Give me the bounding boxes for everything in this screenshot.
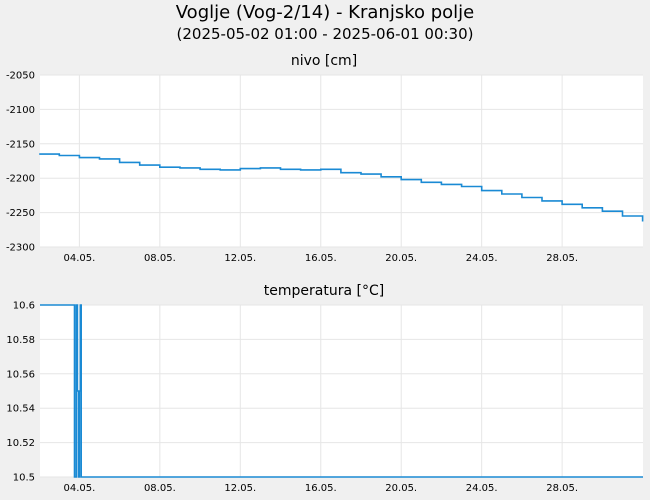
temperature-chart-title: temperatura [°C] — [264, 283, 384, 299]
y-tick-label: -2300 — [6, 243, 35, 254]
x-tick-label: 24.05. — [466, 253, 498, 264]
x-tick-label: 20.05. — [385, 253, 417, 264]
temperature-y-axis: 10.6 10.58 10.56 10.54 10.52 10.5 — [6, 301, 35, 484]
x-tick-label: 20.05. — [385, 483, 417, 494]
x-tick-label: 12.05. — [224, 483, 256, 494]
x-tick-label: 24.05. — [466, 483, 498, 494]
level-series — [39, 153, 644, 222]
y-tick-label: 10.5 — [13, 473, 35, 484]
x-tick-label: 28.05. — [546, 253, 578, 264]
y-tick-label: 10.56 — [6, 369, 35, 380]
temperature-chart: temperatura [°C] 10.6 10.58 10.56 10.54 10.5… — [6, 283, 643, 494]
level-plot-area — [40, 75, 643, 247]
chart-subtitle: (2025-05-02 01:00 - 2025-06-01 00:30) — [176, 25, 474, 43]
series-line — [39, 153, 644, 222]
y-tick-label: -2200 — [6, 174, 35, 185]
y-tick-label: 10.52 — [6, 438, 35, 449]
x-tick-label: 16.05. — [305, 253, 337, 264]
temperature-x-axis: 04.05. 08.05. 12.05. 16.05. 20.05. 24.05. 28.0… — [63, 483, 578, 494]
level-chart-title: nivo [cm] — [291, 53, 357, 69]
y-tick-label: -2100 — [6, 105, 35, 116]
y-tick-label: 10.6 — [13, 301, 35, 312]
x-tick-label: 04.05. — [63, 483, 95, 494]
level-y-axis: -2050 -2100 -2150 -2200 -2250 -2300 — [6, 71, 35, 254]
level-grid — [40, 74, 643, 248]
y-tick-label: 10.58 — [6, 335, 35, 346]
chart-title: Voglje (Vog-2/14) - Kranjsko polje — [175, 2, 475, 23]
y-tick-label: 10.54 — [6, 404, 35, 415]
y-tick-label: -2150 — [6, 139, 35, 150]
x-tick-label: 04.05. — [63, 253, 95, 264]
level-chart: nivo [cm] -2050 -2100 -2150 -2200 -2250 -2300… — [6, 53, 644, 264]
temperature-plot-area — [40, 305, 643, 477]
x-tick-label: 28.05. — [546, 483, 578, 494]
x-tick-label: 12.05. — [224, 253, 256, 264]
x-tick-label: 08.05. — [144, 253, 176, 264]
y-tick-label: -2250 — [6, 208, 35, 219]
x-tick-label: 16.05. — [305, 483, 337, 494]
level-x-axis: 04.05. 08.05. 12.05. 16.05. 20.05. 24.05. 28.0… — [63, 253, 578, 264]
x-tick-label: 08.05. — [144, 483, 176, 494]
y-tick-label: -2050 — [6, 71, 35, 82]
series-line — [40, 304, 643, 478]
temperature-series — [40, 304, 643, 478]
